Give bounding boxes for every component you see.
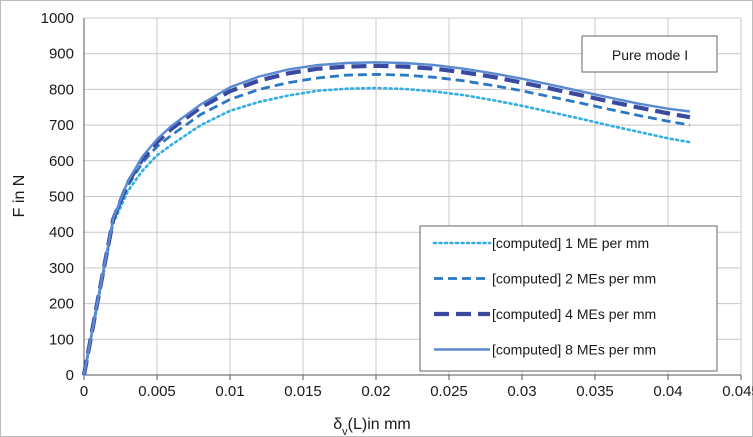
y-tick-label: 700 (49, 117, 74, 134)
x-tick-label: 0.03 (507, 383, 536, 400)
legend-label: [computed] 1 ME per mm (492, 235, 649, 251)
mode-annotation: Pure mode I (581, 35, 718, 73)
x-tick-label: 0 (80, 383, 88, 400)
y-tick-label: 600 (49, 153, 74, 170)
x-tick-label: 0.025 (430, 383, 468, 400)
x-axis-title-subscript: v (342, 426, 348, 437)
mode-annotation-box (581, 35, 718, 73)
legend-label: [computed] 2 MEs per mm (492, 271, 656, 287)
axes (83, 18, 742, 380)
x-tick-labels: 0 0.005 0.01 0.015 0.02 0.025 0.03 0.035 0.04 0.0… (80, 383, 753, 400)
mode-annotation-text: Pure mode I (612, 47, 688, 63)
series-line (82, 61, 691, 376)
x-axis-title-rest: (L)in mm (348, 416, 411, 433)
y-tick-label: 500 (49, 189, 74, 206)
x-tick-label: 0.02 (361, 383, 390, 400)
series-line (82, 86, 692, 377)
y-tick-label: 300 (49, 260, 74, 277)
series-line (81, 63, 691, 376)
x-tick-label: 0.04 (653, 383, 682, 400)
y-axis-title: F in N (11, 175, 28, 218)
y-tick-labels: 0 100 200 300 400 500 600 700 800 900 1000 (41, 10, 74, 384)
y-tick-label: 400 (49, 224, 74, 241)
x-tick-label: 0.045 (722, 383, 753, 400)
legend-label: [computed] 8 MEs per mm (492, 342, 656, 358)
data-series (81, 61, 692, 377)
y-tick-label: 900 (49, 46, 74, 63)
series-line (82, 73, 691, 376)
x-tick-label: 0.035 (576, 383, 614, 400)
legend-box (419, 225, 718, 372)
y-tick-label: 100 (49, 331, 74, 348)
x-tick-label: 0.015 (284, 383, 322, 400)
x-axis-title-symbol: δ (333, 416, 342, 433)
x-axis-title: δv(L)in mm (333, 416, 411, 437)
y-tick-label: 800 (49, 81, 74, 98)
legend: [computed] 1 ME per mm [computed] 2 MEs p… (419, 225, 718, 372)
y-tick-label: 1000 (41, 10, 74, 27)
y-tick-label: 200 (49, 296, 74, 313)
y-tick-label: 0 (66, 367, 74, 384)
x-tick-label: 0.01 (215, 383, 244, 400)
x-tick-label: 0.005 (138, 383, 176, 400)
legend-label: [computed] 4 MEs per mm (492, 306, 656, 322)
